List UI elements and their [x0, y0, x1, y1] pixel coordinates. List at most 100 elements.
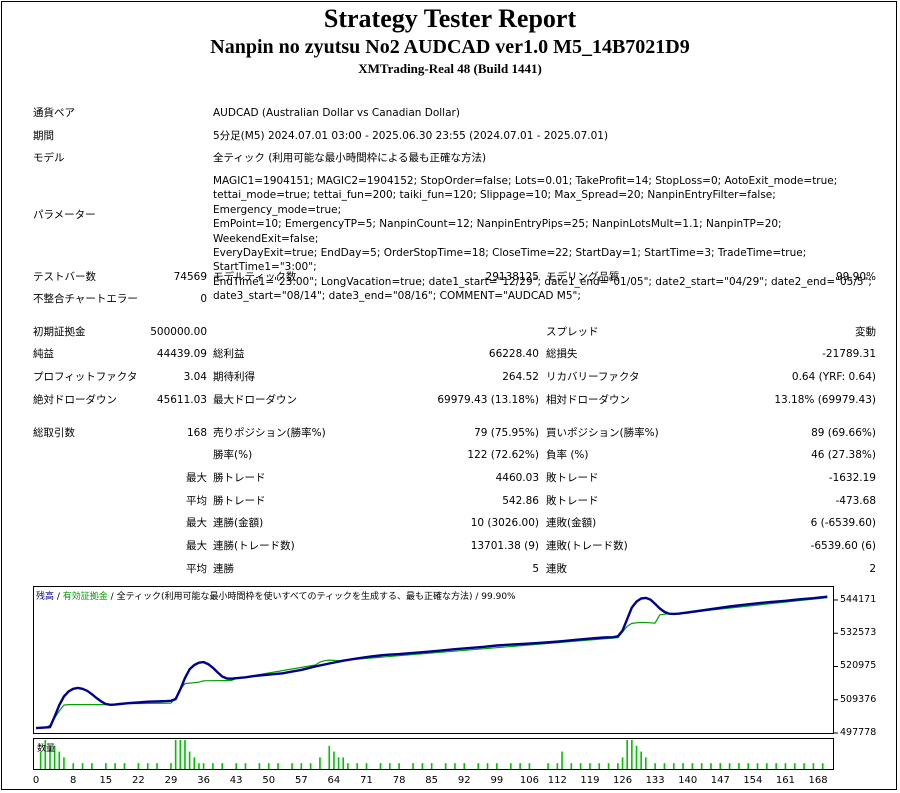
total-trades-value: 168: [186, 427, 207, 439]
x-tick-label: 161: [775, 775, 795, 786]
volume-bar: [188, 751, 191, 769]
loss-rate-value: 46 (27.38%): [811, 449, 876, 461]
short-label: 売りポジション(勝率%): [213, 427, 326, 439]
volume-bar: [91, 763, 93, 769]
volume-bar: [556, 763, 559, 769]
volume-bar: [672, 763, 675, 769]
volume-bar: [356, 763, 358, 769]
volume-bar: [202, 763, 205, 769]
volume-label: 数量: [37, 744, 56, 754]
x-tick-label: 106: [519, 775, 539, 786]
spread-label: スプレッド: [546, 326, 599, 338]
volume-bar: [430, 763, 433, 769]
volume-bar: [277, 763, 279, 769]
volume-bar: [598, 763, 601, 769]
net-value: 44439.09: [156, 348, 207, 360]
volume-bar: [146, 763, 149, 769]
spread-value: 変動: [855, 326, 876, 338]
model-label: モデル: [33, 152, 65, 164]
volume-bar: [137, 763, 140, 769]
volume-bar: [412, 763, 414, 769]
expected-label: 期待利得: [213, 371, 255, 383]
max-dd-label: 最大ドローダウン: [213, 394, 297, 406]
ticks-value: 29138125: [485, 271, 539, 283]
avg-consec-wins-value: 5: [532, 563, 539, 575]
mismatch-label: 不整合チャートエラー: [33, 293, 138, 305]
avg-win-label: 勝トレード: [213, 495, 266, 507]
max-consec-losses-label: 連敗(金額): [546, 517, 597, 529]
volume-bar: [398, 763, 400, 769]
volume-bar: [309, 763, 312, 769]
y-tick-label: 544171: [840, 593, 877, 605]
model-value: 全ティック (利用可能な最小時間枠による最も正確な方法): [213, 152, 487, 164]
volume-bar: [212, 763, 214, 769]
volume-bar: [710, 763, 712, 769]
rel-dd-value: 13.18% (69979.43): [774, 394, 876, 406]
volume-bar: [193, 757, 196, 769]
x-tick-label: 126: [612, 775, 633, 786]
volume-bar: [631, 740, 633, 769]
volume-bar: [640, 751, 642, 769]
volume-bar: [607, 763, 610, 769]
volume-bar: [821, 763, 824, 769]
legend-separator: /: [107, 592, 117, 602]
volume-bar: [617, 763, 619, 769]
volume-bar: [53, 745, 56, 769]
max-label: 最大: [186, 517, 207, 529]
x-tick-label: 22: [132, 775, 145, 786]
max-consec-loss-value: -6539.60 (6): [810, 540, 876, 552]
avg-consec-losses-label: 連敗: [546, 563, 567, 575]
rel-dd-label: 相対ドローダウン: [546, 394, 630, 406]
max-consec-profit-label: 連勝(トレード数): [213, 540, 295, 552]
volume-bar: [379, 763, 382, 769]
max-consec-wins-label: 連勝(金額): [213, 517, 264, 529]
quality-label: モデリング品質: [546, 271, 620, 283]
x-tick-label: 92: [457, 775, 471, 786]
max-label: 最大: [186, 540, 207, 552]
ticks-label: モデルティック数: [213, 271, 297, 283]
avg-label: 平均: [186, 495, 207, 507]
volume-bar: [775, 763, 777, 769]
largest-win-value: 4460.03: [495, 472, 539, 484]
x-tick-label: 85: [425, 775, 439, 786]
volume-bar: [784, 763, 787, 769]
legend-quality: / 99.90%: [472, 592, 516, 602]
volume-bar: [747, 763, 750, 769]
volume-bar: [510, 763, 512, 769]
volume-bar: [519, 763, 521, 769]
loss-rate-label: 負率 (%): [546, 449, 589, 461]
volume-bar: [174, 740, 177, 769]
legend-equity: 有効証拠金: [62, 592, 108, 602]
volume-bar: [184, 740, 186, 769]
volume-bar: [44, 740, 47, 769]
volume-bar: [342, 757, 345, 769]
recovery-value: 0.64 (YRF: 0.64): [791, 371, 876, 383]
recovery-label: リカバリーファクタ: [546, 371, 640, 383]
x-tick-label: 99: [490, 775, 504, 786]
params-line: MAGIC1=1904151; MAGIC2=1904152; StopOrde…: [213, 175, 838, 187]
x-tick-label: 64: [327, 775, 341, 786]
volume-bar: [235, 763, 237, 769]
params-line: EndTime1="23:00"; LongVacation=true; dat…: [213, 275, 872, 288]
volume-bar: [49, 745, 51, 769]
x-tick-label: 71: [360, 775, 373, 786]
volume-bar: [570, 763, 573, 769]
legend-separator: /: [54, 592, 63, 602]
params-label: パラメーター: [33, 209, 96, 221]
gross-profit-label: 総利益: [213, 348, 245, 360]
largest-win-label: 勝トレード: [213, 472, 266, 484]
deposit-label: 初期証拠金: [33, 326, 86, 338]
volume-bar: [635, 745, 638, 769]
volume-bar: [700, 763, 703, 769]
volume-bar: [719, 763, 722, 769]
x-tick-label: 112: [547, 775, 567, 786]
volume-bar: [365, 763, 368, 769]
volume-bar: [477, 763, 480, 769]
period-label: 期間: [33, 130, 54, 142]
volume-bar: [766, 763, 768, 769]
deposit-value: 500000.00: [150, 326, 207, 338]
volume-bar: [803, 763, 805, 769]
report-title: Strategy Tester Report: [323, 4, 577, 33]
balance-line: [35, 595, 828, 730]
